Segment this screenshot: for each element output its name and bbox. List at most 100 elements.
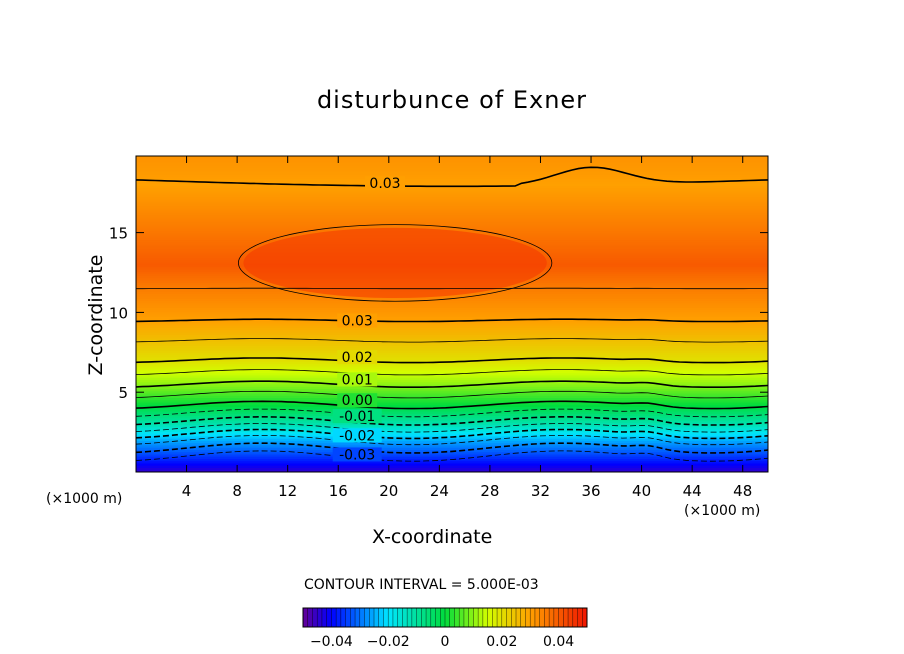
field-band [136, 446, 768, 450]
colorbar-segment [530, 608, 536, 627]
contour-label-background [337, 313, 378, 328]
contour-label: 0.02 [342, 350, 373, 366]
colorbar-segment [402, 608, 408, 627]
field-band [136, 324, 768, 329]
field-band [136, 340, 768, 344]
field-band [136, 369, 768, 374]
colorbar-segment [449, 608, 455, 627]
x-unit-left: (×1000 m) [46, 491, 123, 507]
contour-line [135, 408, 769, 418]
contour-label: 0.00 [342, 393, 373, 409]
field-band [136, 349, 768, 353]
colorbar-segment [440, 608, 446, 627]
colorbar-segment [501, 608, 507, 627]
field-band [136, 466, 768, 471]
field-band [136, 351, 768, 356]
colorbar-segment [411, 608, 417, 627]
field-band [136, 313, 768, 317]
x-tick-label: 28 [480, 482, 499, 500]
contour-line [135, 423, 769, 433]
field-band [136, 175, 768, 180]
field-band [136, 162, 768, 166]
field-band [136, 455, 768, 459]
field-band [136, 205, 768, 209]
colorbar-segment [582, 608, 588, 627]
field-band [136, 171, 768, 175]
field-band [136, 295, 768, 299]
colorbar-segment [331, 608, 337, 627]
field-band [136, 374, 768, 378]
field-band [136, 182, 768, 186]
plot-frame [135, 155, 769, 473]
contour-field [136, 155, 768, 473]
colorbar-segment [430, 608, 436, 627]
field-band [136, 227, 768, 231]
contour-line [135, 400, 769, 410]
field-band [136, 385, 768, 389]
field-band [136, 399, 768, 403]
colorbar-segment [345, 608, 351, 627]
colorbar-segment [312, 608, 318, 627]
colorbar-segment [459, 608, 465, 627]
colorbar-segment [534, 608, 540, 627]
colorbar-segment [392, 608, 398, 627]
field-band [136, 354, 768, 358]
field-band [136, 365, 768, 369]
field-band [136, 448, 768, 453]
contour-line [135, 318, 769, 323]
field-band [136, 444, 768, 448]
contour-line [135, 415, 769, 426]
colorbar-segment [539, 608, 545, 627]
chart-title: disturbunce of Exner [316, 86, 588, 114]
field-band [136, 157, 768, 162]
field-band [136, 439, 768, 444]
colorbar-segment [492, 608, 498, 627]
x-tick-label: 8 [232, 482, 242, 500]
colorbar-segment [553, 608, 559, 627]
field-band [136, 198, 768, 202]
colorbar-segment [383, 608, 389, 627]
colorbar-segment [435, 608, 441, 627]
x-tick-label: 48 [733, 482, 752, 500]
contour-line [136, 287, 768, 290]
colorbar-segment [558, 608, 564, 627]
colorbar-segment [549, 608, 555, 627]
colorbar-segment [388, 608, 394, 627]
colorbar-segment [454, 608, 460, 627]
colorbar-segment [516, 608, 522, 627]
field-band [136, 196, 768, 200]
field-band [136, 306, 768, 310]
field-band [136, 218, 768, 222]
colorbar: −0.04 −0.02 0 0.02 0.04 [302, 607, 588, 650]
y-tick-label: 10 [109, 304, 128, 322]
contour-line [135, 434, 769, 446]
field-band [136, 166, 768, 171]
colorbar-segment [307, 608, 313, 627]
colorbar-segment [544, 608, 550, 627]
x-tick-label: 16 [329, 482, 348, 500]
field-band [136, 297, 768, 301]
x-tick-label: 44 [683, 482, 702, 500]
y-tick-label: 5 [118, 384, 128, 402]
x-axis: 4 8 12 16 20 24 28 32 36 40 44 48 [182, 156, 752, 500]
field-band [136, 408, 768, 412]
field-band [136, 338, 768, 342]
contour-label: 0.03 [369, 176, 400, 192]
field-band [136, 315, 768, 320]
colorbar-segment [572, 608, 578, 627]
field-band [136, 200, 768, 204]
colorbar-tick-label: −0.04 [310, 634, 353, 650]
contour-lines [135, 166, 769, 462]
colorbar-frame [302, 607, 588, 628]
field-band [136, 464, 768, 468]
field-band [136, 410, 768, 414]
field-band [136, 430, 768, 435]
colorbar-segment [336, 608, 342, 627]
field-band [136, 462, 768, 466]
colorbar-segment [568, 608, 574, 627]
colorbar-segment [421, 608, 427, 627]
field-band [136, 345, 768, 349]
x-unit-right: (×1000 m) [684, 503, 761, 519]
field-band [136, 469, 768, 473]
